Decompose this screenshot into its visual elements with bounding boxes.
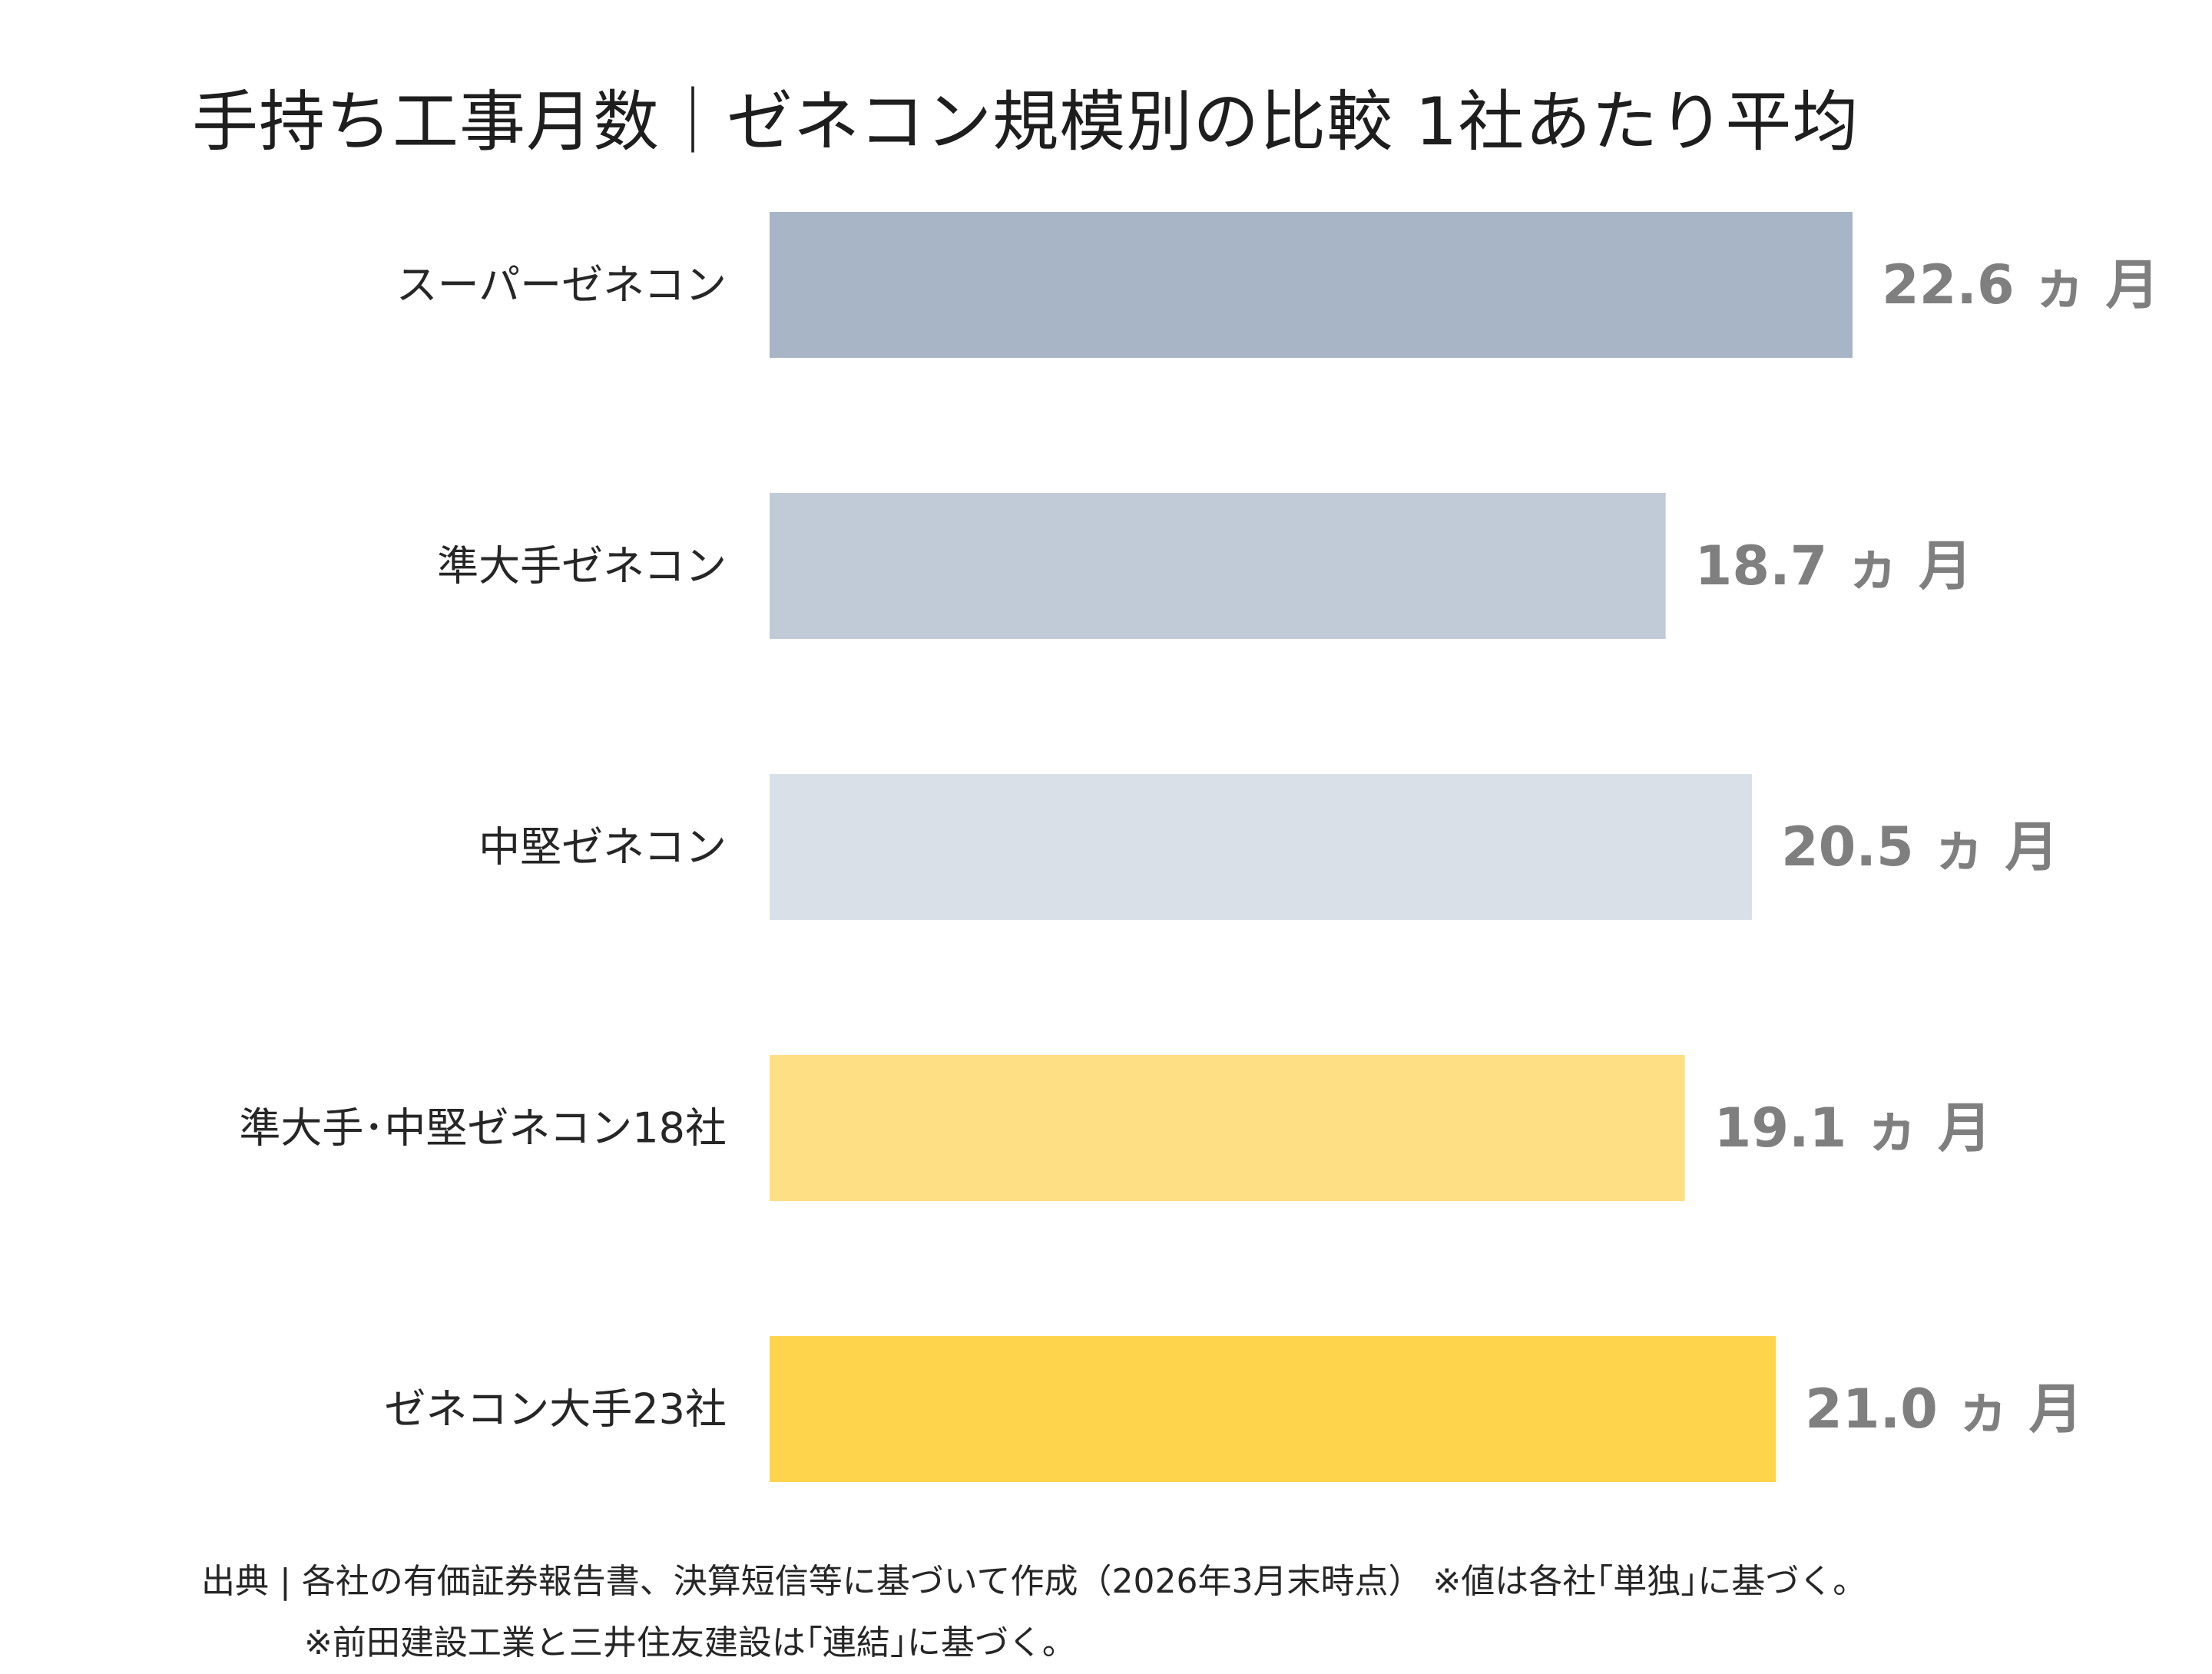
bar-1 <box>770 493 1666 639</box>
source-line-1: 出典 | 各社の有価証券報告書、決算短信等に基づいて作成（2026年3月末時点）… <box>201 1562 1867 1601</box>
source-line-2: ※前田建設工業と三井住友建設は｢連結｣に基づく。 <box>304 1623 1076 1662</box>
bar-0 <box>770 212 1853 358</box>
category-label-1: 準大手ゼネコン <box>437 542 727 591</box>
value-label-0: 22.6 ヵ 月 <box>1882 253 2159 316</box>
chart-title: 手持ち工事月数｜ゼネコン規模別の比較 1社あたり平均 <box>192 84 1859 160</box>
value-label-4: 21.0 ヵ 月 <box>1805 1378 2082 1441</box>
value-label-1: 18.7 ヵ 月 <box>1695 534 1972 597</box>
bar-3 <box>770 1055 1685 1201</box>
category-label-2: 中堅ゼネコン <box>478 823 727 872</box>
bar-2 <box>770 774 1752 920</box>
bar-4 <box>770 1336 1777 1482</box>
value-label-3: 19.1 ヵ 月 <box>1714 1097 1992 1160</box>
source-note: 出典 | 各社の有価証券報告書、決算短信等に基づいて作成（2026年3月末時点）… <box>201 1551 1866 1674</box>
category-label-4: ゼネコン大手23社 <box>384 1385 727 1434</box>
value-label-2: 20.5 ヵ 月 <box>1781 815 2058 878</box>
category-label-0: スーパーゼネコン <box>396 261 727 309</box>
category-label-3: 準大手･中堅ゼネコン18社 <box>239 1104 727 1153</box>
